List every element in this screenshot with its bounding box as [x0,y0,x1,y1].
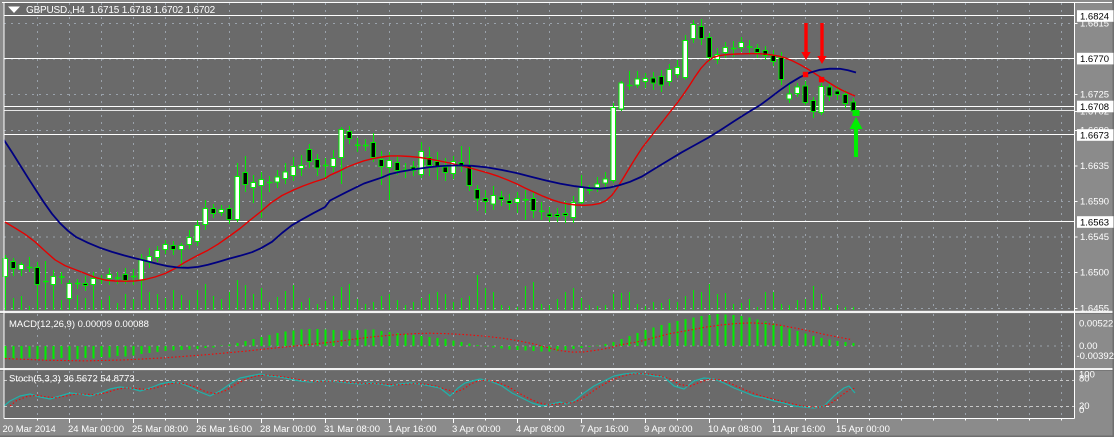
svg-text:MACD(12,26,9) 0.00009 0.00088: MACD(12,26,9) 0.00009 0.00088 [9,319,149,330]
svg-text:GBPUSD.,H4 1.6715 1.6718 1.67: GBPUSD.,H4 1.6715 1.6718 1.6702 1.6702 [26,5,216,16]
svg-text:3 Apr 00:00: 3 Apr 00:00 [452,424,501,435]
svg-text:24 Mar 00:00: 24 Mar 00:00 [68,424,124,435]
svg-text:7 Apr 16:00: 7 Apr 16:00 [580,424,629,435]
svg-text:1 Apr 16:00: 1 Apr 16:00 [388,424,437,435]
svg-text:20: 20 [1079,401,1090,412]
svg-text:15 Apr 00:00: 15 Apr 00:00 [836,424,890,435]
svg-text:1.6500: 1.6500 [1080,268,1109,279]
svg-text:Stoch(5,3,3) 36.5672 54.8773: Stoch(5,3,3) 36.5672 54.8773 [9,374,135,385]
svg-text:10 Apr 08:00: 10 Apr 08:00 [708,424,762,435]
svg-text:1.6635: 1.6635 [1080,161,1109,172]
svg-text:28 Mar 00:00: 28 Mar 00:00 [260,424,316,435]
svg-text:1.6770: 1.6770 [1080,54,1109,65]
svg-text:26 Mar 16:00: 26 Mar 16:00 [196,424,252,435]
svg-text:11 Apr 16:00: 11 Apr 16:00 [772,424,825,435]
svg-text:80: 80 [1079,373,1090,384]
svg-text:31 Mar 08:00: 31 Mar 08:00 [324,424,380,435]
svg-text:1.6725: 1.6725 [1080,90,1109,101]
svg-text:1.6815: 1.6815 [1080,19,1109,30]
svg-text:1.6455: 1.6455 [1080,303,1109,314]
svg-text:0: 0 [1079,405,1084,416]
svg-text:-0.00392: -0.00392 [1077,351,1114,362]
svg-text:0.00522: 0.00522 [1079,319,1113,330]
svg-text:1.6824: 1.6824 [1080,12,1109,23]
svg-text:1.6708: 1.6708 [1080,102,1109,113]
svg-text:20 Mar 2014: 20 Mar 2014 [3,424,56,435]
svg-text:1.6563: 1.6563 [1080,218,1109,229]
svg-text:100: 100 [1079,369,1095,380]
svg-text:0.00: 0.00 [1079,341,1098,352]
svg-text:9 Apr 00:00: 9 Apr 00:00 [644,424,693,435]
svg-text:1.6590: 1.6590 [1080,197,1109,208]
svg-text:1.6545: 1.6545 [1080,232,1109,243]
svg-text:25 Mar 08:00: 25 Mar 08:00 [132,424,188,435]
svg-text:1.6673: 1.6673 [1080,131,1109,142]
svg-text:4 Apr 08:00: 4 Apr 08:00 [516,424,565,435]
